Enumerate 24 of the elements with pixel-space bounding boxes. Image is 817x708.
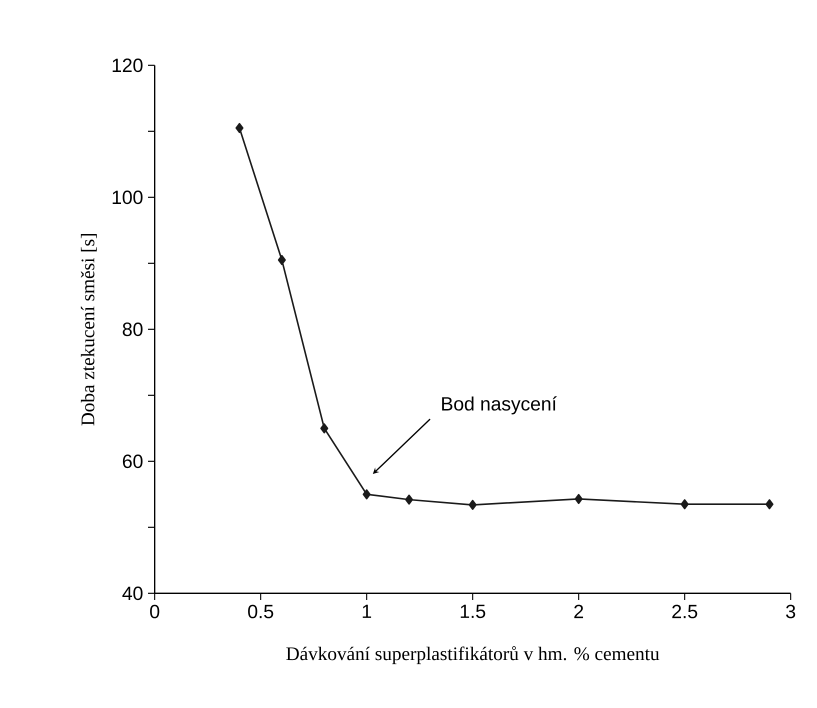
x-tick-label: 0 <box>150 604 160 618</box>
point <box>574 494 583 504</box>
x-axis-title: Dávkování superplastifikátorů v hm. % cementu <box>286 646 660 664</box>
x-tick-label: 1 <box>362 604 372 618</box>
point <box>320 423 328 434</box>
point <box>765 499 774 510</box>
y-tick-label: 60 <box>122 454 143 468</box>
point <box>362 489 371 500</box>
x-tick-label: 0.5 <box>248 604 274 618</box>
x-tick-label: 3 <box>786 604 796 618</box>
point <box>235 122 244 134</box>
y-tick-label: 80 <box>122 322 143 336</box>
point <box>680 499 689 510</box>
point <box>278 254 286 266</box>
annotation: Bod nasycení <box>442 396 557 414</box>
y-tick-label: 40 <box>122 586 143 600</box>
x-tick-label: 2.5 <box>672 604 698 618</box>
x-tick-label: 2 <box>574 604 584 618</box>
y-tick-label: 100 <box>112 190 143 204</box>
y-tick-label: 120 <box>112 58 143 72</box>
point <box>468 500 477 510</box>
y-axis-title: Doba ztekucení směsi [s] <box>80 234 97 426</box>
x-tick-label: 1.5 <box>460 604 486 618</box>
point <box>405 494 414 505</box>
